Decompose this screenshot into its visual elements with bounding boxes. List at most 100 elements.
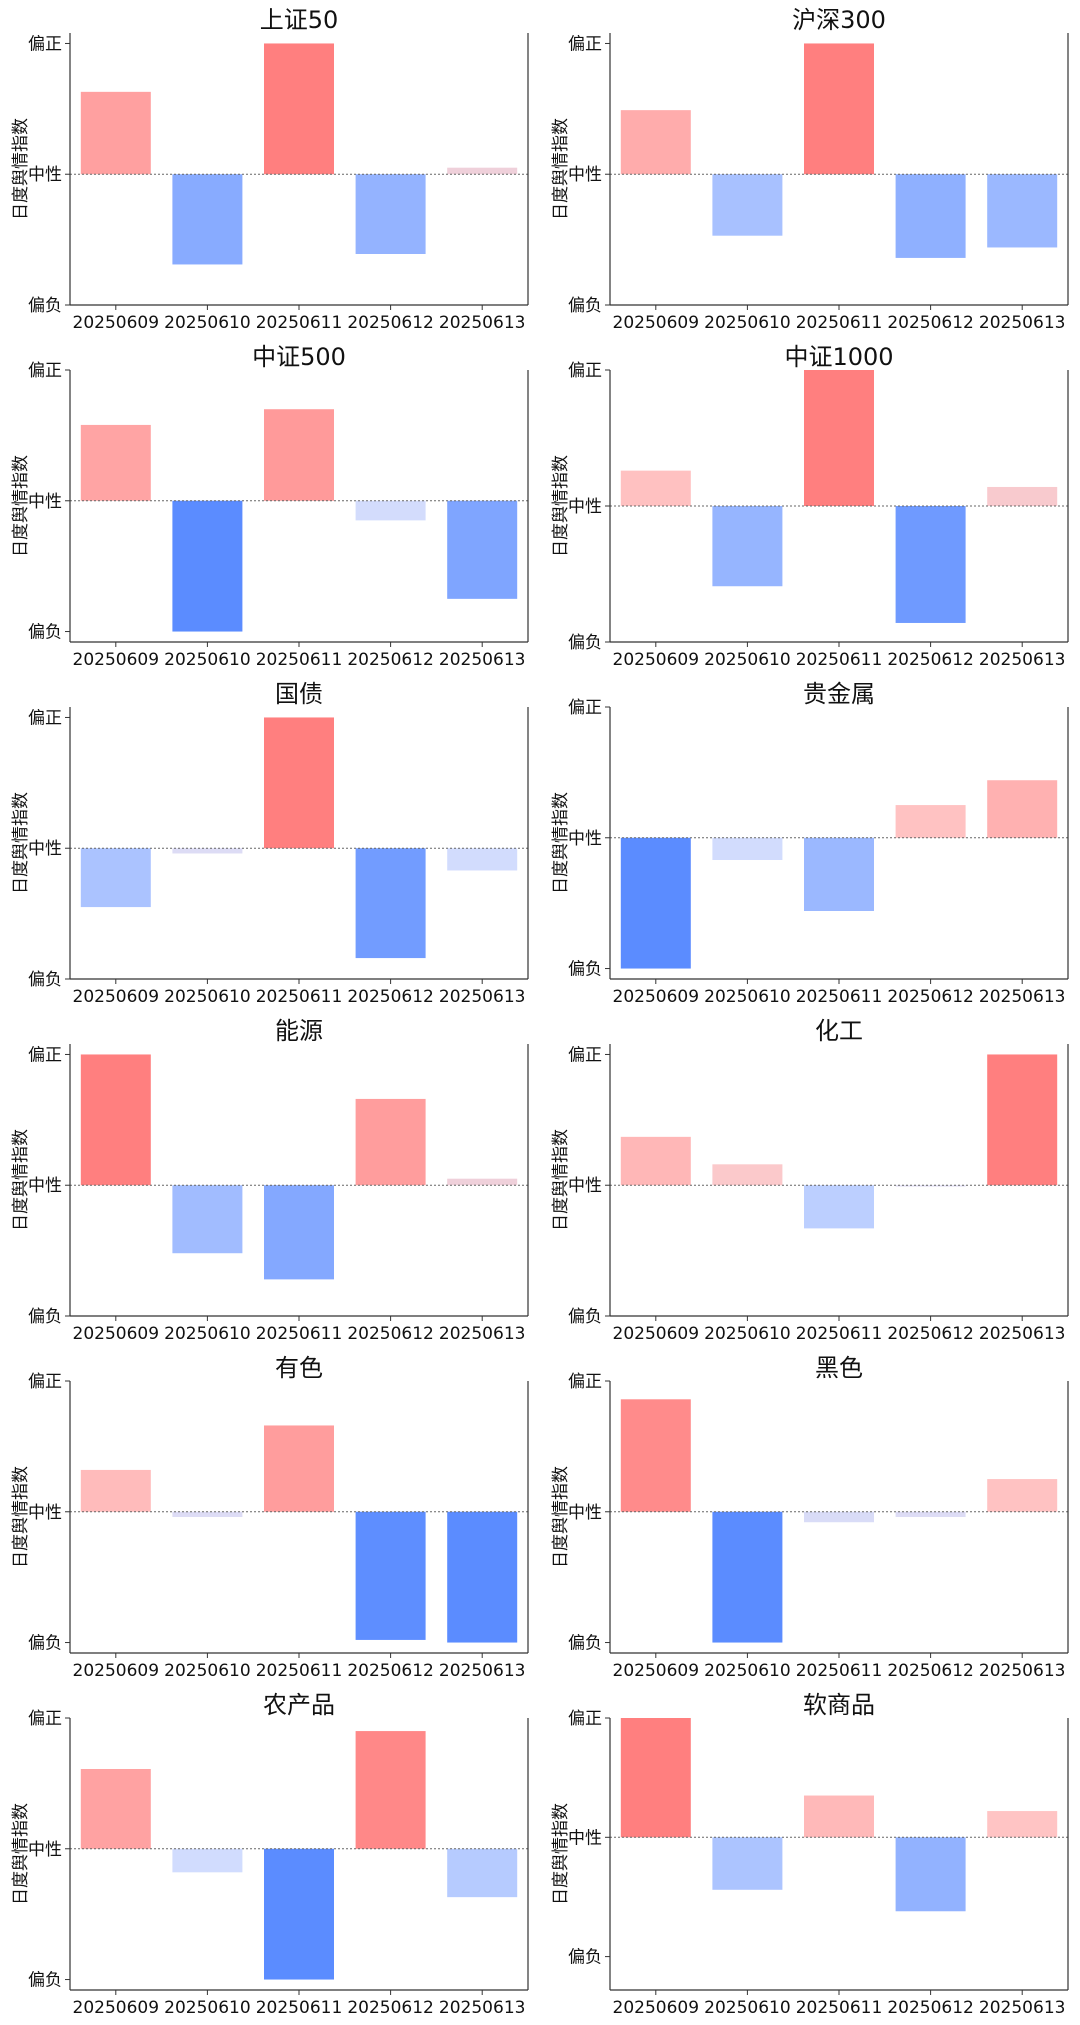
x-tick-label: 20250613: [439, 1998, 526, 2018]
x-tick-label: 20250612: [887, 650, 974, 670]
bar: [712, 506, 783, 587]
bar: [987, 780, 1058, 838]
bar: [80, 848, 151, 908]
x-tick-label: 20250612: [347, 1998, 434, 2018]
x-tick-label: 20250611: [796, 1324, 883, 1344]
bar: [895, 1185, 966, 1187]
x-tick-label: 20250609: [73, 987, 160, 1007]
y-tick-label: 中性: [28, 1503, 62, 1523]
bar: [447, 848, 518, 871]
y-tick-label: 中性: [28, 1176, 62, 1196]
y-axis-label: 日度舆情指数: [551, 1129, 571, 1231]
bar: [80, 1469, 151, 1512]
y-tick-label: 偏负: [568, 1634, 602, 1654]
y-tick-label: 偏正: [28, 34, 62, 54]
y-tick-label: 偏正: [28, 1709, 62, 1729]
y-tick-label: 偏负: [28, 1971, 62, 1991]
x-tick-label: 20250611: [796, 987, 883, 1007]
x-tick-label: 20250611: [796, 1998, 883, 2018]
bar: [620, 837, 691, 969]
chart-title: 能源: [275, 1017, 323, 1045]
x-tick-label: 20250612: [887, 1998, 974, 2018]
bar: [804, 1185, 874, 1229]
bar: [355, 1731, 426, 1849]
bar: [895, 1837, 966, 1912]
y-tick-label: 中性: [28, 492, 62, 512]
y-axis-label: 日度舆情指数: [11, 1803, 31, 1905]
bar: [355, 1098, 426, 1186]
y-tick-label: 偏正: [28, 1045, 62, 1065]
bar: [264, 43, 334, 175]
y-axis-label: 日度舆情指数: [551, 118, 571, 220]
bar: [172, 848, 243, 854]
y-tick-label: 中性: [568, 1503, 602, 1523]
chart-panel: 农产品 日度舆情指数 偏正 中性 偏负 20250609 20250610 20250611 2…: [0, 1685, 540, 2022]
y-tick-label: 中性: [568, 497, 602, 517]
bar: [712, 1837, 783, 1890]
bar: [264, 1425, 334, 1512]
bar: [172, 1848, 243, 1873]
y-tick-label: 中性: [28, 165, 62, 185]
bar: [620, 470, 691, 506]
bar: [172, 1185, 243, 1254]
chart-title: 贵金属: [803, 680, 875, 708]
bar: [264, 409, 334, 501]
bar: [804, 43, 874, 175]
y-axis-label: 日度舆情指数: [11, 792, 31, 894]
x-tick-label: 20250609: [73, 1661, 160, 1681]
bar: [804, 1511, 874, 1523]
x-tick-label: 20250609: [613, 1998, 700, 2018]
x-tick-label: 20250610: [164, 1324, 251, 1344]
x-tick-label: 20250609: [613, 650, 700, 670]
chart-panel: 软商品 日度舆情指数 偏正 中性 偏负 20250609 20250610 20250611 2…: [540, 1685, 1080, 2022]
y-tick-label: 中性: [568, 829, 602, 849]
chart-panel: 黑色 日度舆情指数 偏正 中性 偏负 20250609 20250610 20250611 20…: [540, 1348, 1080, 1685]
chart-panel: 有色 日度舆情指数 偏正 中性 偏负 20250609 20250610 20250611 20…: [0, 1348, 540, 1685]
x-tick-label: 20250610: [704, 1661, 791, 1681]
bar: [80, 91, 151, 175]
bar: [895, 506, 966, 623]
x-tick-label: 20250612: [347, 313, 434, 333]
x-tick-label: 20250612: [887, 1661, 974, 1681]
chart-title: 沪深300: [792, 6, 886, 34]
y-tick-label: 中性: [568, 1176, 602, 1196]
y-tick-label: 偏正: [568, 34, 602, 54]
y-tick-label: 偏负: [568, 1307, 602, 1327]
bar: [355, 848, 426, 959]
bar: [264, 1185, 334, 1280]
chart-panel: 能源 日度舆情指数 偏正 中性 偏负 20250609 20250610 20250611 20…: [0, 1011, 540, 1348]
bar: [172, 500, 243, 632]
x-tick-label: 20250613: [439, 313, 526, 333]
chart-panel: 沪深300 日度舆情指数 偏正 中性 偏负 20250609 20250610 2025061…: [540, 0, 1080, 337]
chart-panel: 中证1000 日度舆情指数 偏正 中性 偏负 20250609 20250610 202506…: [540, 337, 1080, 674]
x-tick-label: 20250610: [704, 313, 791, 333]
y-tick-label: 偏负: [28, 296, 62, 316]
bar: [895, 805, 966, 838]
x-tick-label: 20250610: [164, 1661, 251, 1681]
bar: [620, 110, 691, 175]
bar: [620, 1136, 691, 1186]
bar: [80, 1054, 151, 1186]
y-axis-label: 日度舆情指数: [551, 455, 571, 557]
x-tick-label: 20250610: [164, 650, 251, 670]
y-tick-label: 偏负: [568, 296, 602, 316]
chart-title: 有色: [275, 1354, 323, 1382]
x-tick-label: 20250613: [439, 1324, 526, 1344]
x-tick-label: 20250612: [347, 987, 434, 1007]
y-axis-label: 日度舆情指数: [11, 1129, 31, 1231]
x-tick-label: 20250610: [164, 987, 251, 1007]
y-axis-label: 日度舆情指数: [551, 792, 571, 894]
bar: [80, 424, 151, 501]
bar: [447, 167, 518, 175]
bar: [987, 486, 1058, 506]
bar: [804, 370, 874, 506]
bar: [895, 174, 966, 258]
x-tick-label: 20250613: [439, 987, 526, 1007]
x-tick-label: 20250610: [164, 313, 251, 333]
